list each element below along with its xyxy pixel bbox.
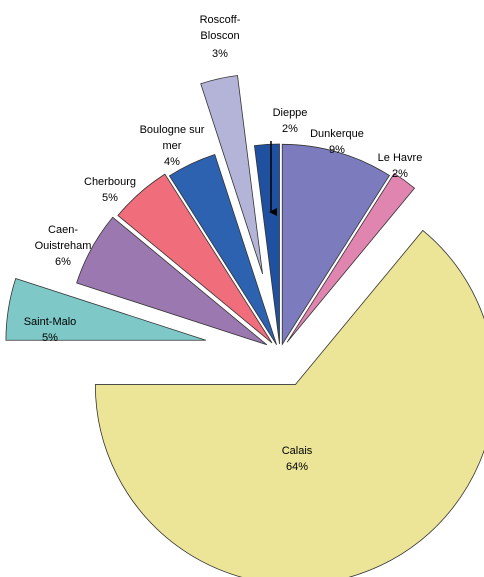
slice-name: Saint-Malo <box>23 316 77 328</box>
pie-slice <box>200 75 263 275</box>
pie-slice <box>168 154 277 345</box>
slice-name: Roscoff-Bloscon <box>199 14 241 42</box>
pie-slice <box>281 143 390 346</box>
slice-value: 3% <box>212 48 228 60</box>
slice-value: 6% <box>55 256 71 268</box>
slice-label: Dunkerque 9% <box>297 126 377 158</box>
slice-value: 2% <box>392 168 408 180</box>
slice-label: Cherbourg 5% <box>70 174 150 206</box>
slice-name: Calais <box>281 445 313 457</box>
slice-value: 2% <box>282 123 298 135</box>
slice-value: 64% <box>285 461 309 473</box>
slice-label: Saint-Malo 5% <box>10 314 90 346</box>
slice-value: 9% <box>329 144 345 156</box>
slice-name: Dunkerque <box>310 128 364 140</box>
slice-label: Le Havre 2% <box>370 150 430 182</box>
slice-value: 4% <box>164 156 180 168</box>
slice-name: Caen-Ouistreham <box>34 224 92 252</box>
slice-name: Dieppe <box>272 107 308 119</box>
slice-label: Caen-Ouistreham 6% <box>23 222 103 270</box>
pie-slice <box>94 229 484 577</box>
slice-name: Le Havre <box>377 152 423 164</box>
slice-name: Cherbourg <box>84 176 136 188</box>
slice-label: Roscoff-Bloscon 3% <box>190 12 250 62</box>
slice-label: Boulogne sur mer 4% <box>129 122 215 170</box>
pie-slice <box>117 173 273 344</box>
pie-slice <box>76 216 268 346</box>
slice-value: 5% <box>102 192 118 204</box>
pie-slice <box>286 172 416 343</box>
slice-value: 5% <box>42 332 58 344</box>
slice-label: Calais 64% <box>257 443 337 475</box>
slice-label: Dieppe 2% <box>260 105 320 137</box>
pie-slice <box>5 277 207 341</box>
pie-slice <box>253 143 280 345</box>
slice-name: Boulogne sur mer <box>139 124 205 152</box>
